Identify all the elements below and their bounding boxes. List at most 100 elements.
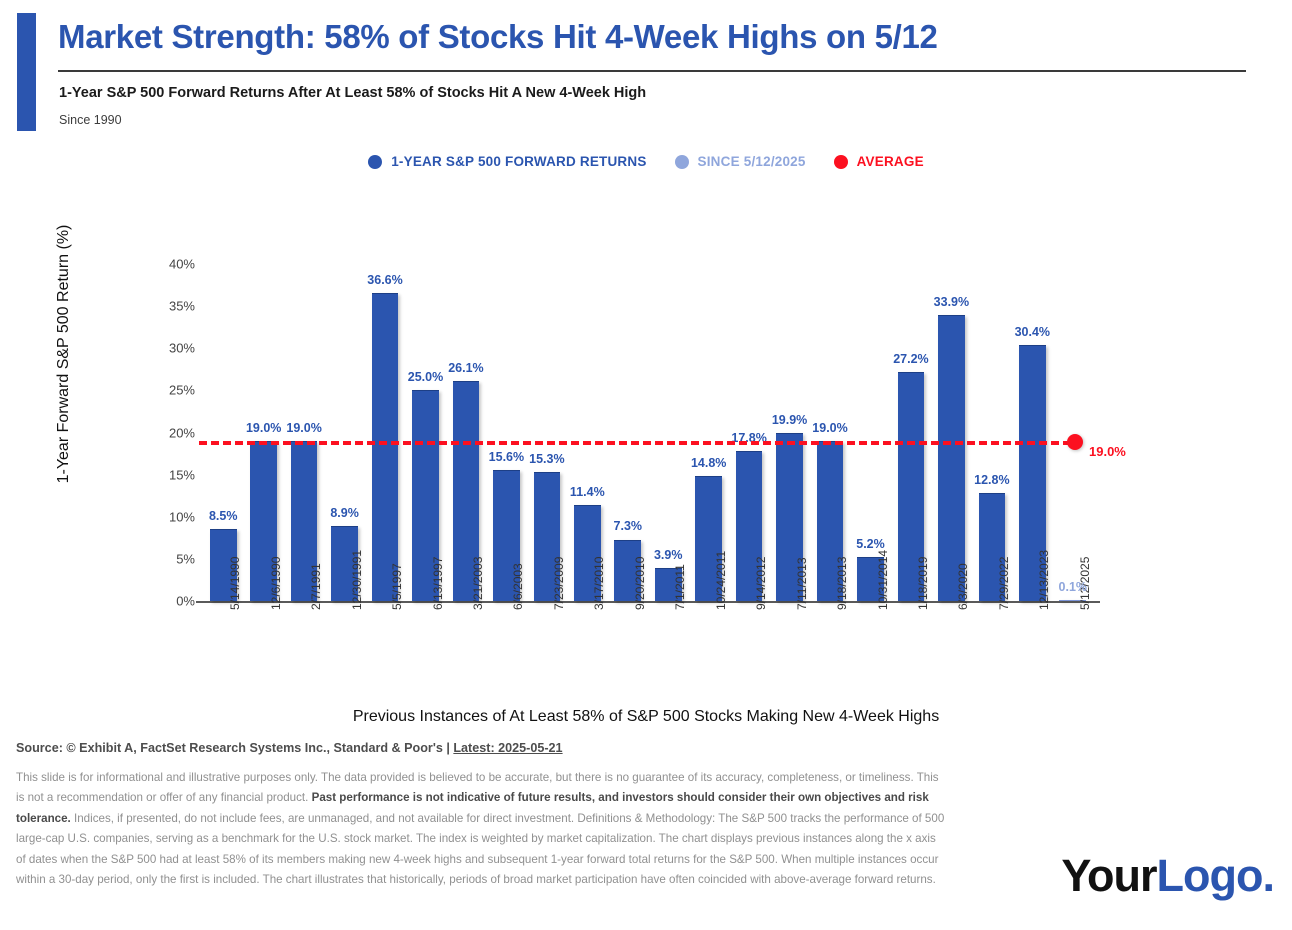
x-axis-tick-label: 9/18/2013 xyxy=(835,556,850,610)
bar-7-29-2022[interactable] xyxy=(978,493,1006,601)
bar-12-13-2023[interactable] xyxy=(1018,344,1046,601)
plot-bars xyxy=(203,264,1093,601)
chart-legend: 1-YEAR S&P 500 FORWARD RETURNS SINCE 5/12… xyxy=(0,154,1292,169)
bar-2-7-1991[interactable] xyxy=(290,440,318,601)
bar-12-6-1990[interactable] xyxy=(250,440,278,601)
source-text: Source: © Exhibit A, FactSet Research Sy… xyxy=(16,741,454,755)
bar-value-label: 36.6% xyxy=(367,272,403,287)
y-axis-tick-label: 10% xyxy=(168,509,195,525)
bar-5-14-1990[interactable] xyxy=(209,529,237,601)
bar-1-18-2019[interactable] xyxy=(897,371,925,601)
bar-value-label: 26.1% xyxy=(448,361,484,376)
y-axis-tick-label: 25% xyxy=(168,382,195,398)
y-axis-title: 1-Year Forward S&P 500 Return (%) xyxy=(55,224,72,484)
x-axis-tick-label: 2/7/1991 xyxy=(309,563,324,610)
logo-word-logo: Logo. xyxy=(1156,850,1275,901)
bar-10-24-2011[interactable] xyxy=(695,476,723,601)
average-marker-icon xyxy=(1067,433,1083,450)
y-axis-tick-label: 20% xyxy=(168,425,195,440)
average-line xyxy=(199,440,1071,445)
bar-7-11-2013[interactable] xyxy=(776,433,803,601)
accent-bar xyxy=(17,13,36,131)
bar-5-5-1997[interactable] xyxy=(371,292,399,601)
bar-10-31-2014[interactable] xyxy=(857,557,884,601)
y-axis-tick-label: 35% xyxy=(168,298,195,314)
x-axis-line xyxy=(196,601,1100,603)
x-axis-tick-label: 12/13/2023 xyxy=(1037,549,1052,610)
page-title: Market Strength: 58% of Stocks Hit 4-Wee… xyxy=(58,18,938,55)
x-axis-tick-label: 10/31/2014 xyxy=(875,549,890,610)
legend-swatch-icon xyxy=(674,154,689,169)
disclaimer-part-1: This slide is for informational and illu… xyxy=(16,771,939,805)
bar-3-17-2010[interactable] xyxy=(573,504,601,601)
bar-7-23-2009[interactable] xyxy=(533,472,561,601)
legend-item-1[interactable]: SINCE 5/12/2025 xyxy=(674,154,806,169)
brand-logo: YourLogo. xyxy=(1061,850,1275,902)
x-axis-tick-label: 5/5/1997 xyxy=(390,563,405,610)
bar-value-label: 7.3% xyxy=(613,519,643,534)
bar-3-21-2003[interactable] xyxy=(452,381,480,601)
bar-9-14-2012[interactable] xyxy=(735,451,763,601)
legend-label: 1-YEAR S&P 500 FORWARD RETURNS xyxy=(391,154,647,169)
disclaimer-part-2: Indices, if presented, do not include fe… xyxy=(16,811,945,887)
bar-value-label: 5.2% xyxy=(856,537,885,552)
logo-word-your: Your xyxy=(1061,850,1157,901)
legend-item-2[interactable]: AVERAGE xyxy=(833,154,924,169)
bar-value-label: 12.8% xyxy=(974,473,1010,488)
bar-value-label: 8.9% xyxy=(330,506,359,521)
bar-12-30-1991[interactable] xyxy=(331,526,358,601)
bar-value-label: 27.2% xyxy=(893,351,929,366)
bar-value-label: 19.0% xyxy=(286,420,322,435)
source-line: Source: © Exhibit A, FactSet Research Sy… xyxy=(16,741,563,755)
chart-period-note: Since 1990 xyxy=(59,113,122,127)
bar-value-label: 11.4% xyxy=(569,484,605,499)
disclaimer-bold: Past performance is not indicative of fu… xyxy=(16,791,929,825)
bar-value-label: 15.3% xyxy=(529,452,565,467)
bar-value-label: 30.4% xyxy=(1014,324,1051,339)
legend-item-0[interactable]: 1-YEAR S&P 500 FORWARD RETURNS xyxy=(368,154,646,169)
bar-value-label: 19.9% xyxy=(771,413,808,428)
bar-value-label: 19.0% xyxy=(245,420,282,435)
bar-value-label: 19.0% xyxy=(812,420,848,435)
x-axis-tick-label: 12/30/1991 xyxy=(349,549,364,610)
y-axis-tick-label: 5% xyxy=(176,551,195,567)
x-axis-tick-label: 5/14/1990 xyxy=(228,556,243,610)
x-axis-tick-label: 6/6/2003 xyxy=(511,563,526,610)
bar-9-20-2010[interactable] xyxy=(614,539,642,601)
bar-value-label: 33.9% xyxy=(933,295,970,310)
x-axis-tick-label: 7/1/2011 xyxy=(673,564,688,610)
bar-value-label: 0.1% xyxy=(1058,580,1088,595)
bar-value-label: 3.9% xyxy=(653,548,683,563)
legend-label: AVERAGE xyxy=(856,154,924,169)
source-latest: Latest: 2025-05-21 xyxy=(453,741,563,755)
legend-swatch-icon xyxy=(368,154,383,169)
x-axis-tick-label: 3/21/2003 xyxy=(470,556,485,610)
y-axis-tick-label: 0% xyxy=(176,593,195,609)
bar-6-6-2003[interactable] xyxy=(493,469,520,601)
bar-value-label: 25.0% xyxy=(407,370,444,385)
x-axis-tick-label: 1/18/2019 xyxy=(915,556,930,610)
y-axis-ticks: 0% 5% 10% 15% 20% 25% 30% 35% 40% xyxy=(149,0,195,930)
chart-subtitle: 1-Year S&P 500 Forward Returns After At … xyxy=(59,85,647,101)
x-axis-tick-label: 9/20/2010 xyxy=(632,556,647,610)
average-value-label: 19.0% xyxy=(1089,443,1126,459)
bar-7-1-2011[interactable] xyxy=(654,568,682,601)
y-axis-tick-label: 15% xyxy=(168,467,195,483)
x-axis-tick-label: 12/6/1990 xyxy=(268,556,283,610)
bar-6-13-1997[interactable] xyxy=(412,390,439,601)
bar-6-3-2020[interactable] xyxy=(938,315,965,601)
bar-9-18-2013[interactable] xyxy=(816,440,844,601)
x-axis-tick-label: 7/23/2009 xyxy=(551,556,566,610)
x-axis-title: Previous Instances of At Least 58% of S&… xyxy=(352,708,940,725)
x-axis-tick-label: 7/11/2013 xyxy=(794,557,809,611)
x-axis-tick-label: 7/29/2022 xyxy=(996,556,1011,610)
x-axis-tick-label: 9/14/2012 xyxy=(754,556,769,610)
x-axis-tick-label: 6/3/2020 xyxy=(956,563,971,610)
x-axis-tick-label: 10/24/2011 xyxy=(713,550,728,610)
y-axis-tick-label: 30% xyxy=(168,340,195,356)
bar-5-12-2025[interactable] xyxy=(1059,599,1087,601)
x-axis-tick-label: 6/13/1997 xyxy=(430,556,445,610)
bar-value-label: 8.5% xyxy=(208,509,238,524)
disclaimer-text: This slide is for informational and illu… xyxy=(16,768,946,890)
